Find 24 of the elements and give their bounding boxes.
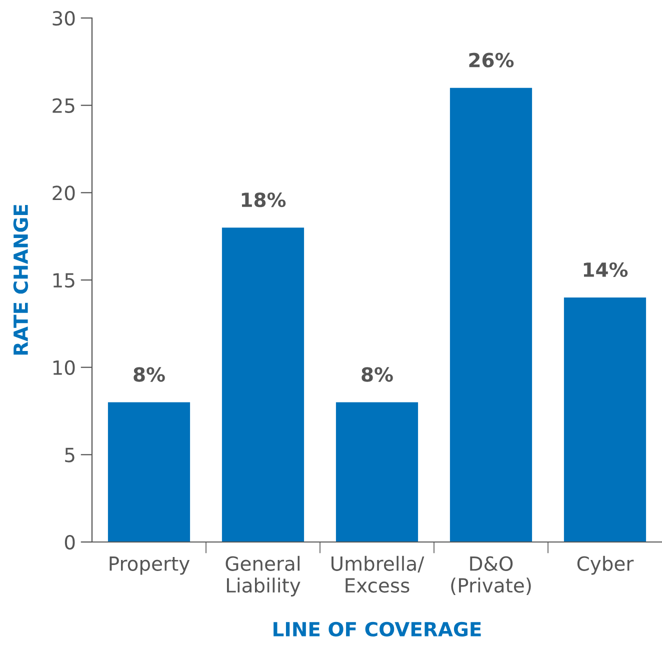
y-axis-title: RATE CHANGE	[13, 204, 28, 355]
bar	[108, 402, 190, 542]
y-tick-label: 10	[53, 360, 75, 375]
x-tick-label: Cyber	[577, 556, 634, 575]
x-axis-title: LINE OF COVERAGE	[274, 622, 481, 637]
y-tick-label: 15	[53, 273, 74, 288]
x-tick-label: D&O (Private)	[451, 556, 531, 595]
data-label: 14%	[584, 262, 628, 278]
y-tick-label: 25	[52, 98, 74, 113]
y-tick-label: 5	[65, 448, 74, 462]
data-label: 26%	[469, 52, 514, 68]
bar	[336, 402, 418, 542]
data-label: 18%	[242, 192, 286, 208]
x-tick-label: Umbrella/ Excess	[332, 556, 424, 593]
data-label: 8%	[362, 367, 393, 382]
x-tick-label: Property	[110, 556, 190, 575]
y-tick-label: 30	[52, 10, 75, 26]
data-label: 8%	[134, 367, 165, 382]
bar	[450, 88, 532, 542]
y-tick-label: 20	[52, 186, 75, 200]
y-tick-label: 0	[64, 534, 75, 550]
bar	[564, 297, 646, 542]
x-tick-label: General Liability	[226, 556, 300, 596]
bar	[222, 228, 304, 542]
